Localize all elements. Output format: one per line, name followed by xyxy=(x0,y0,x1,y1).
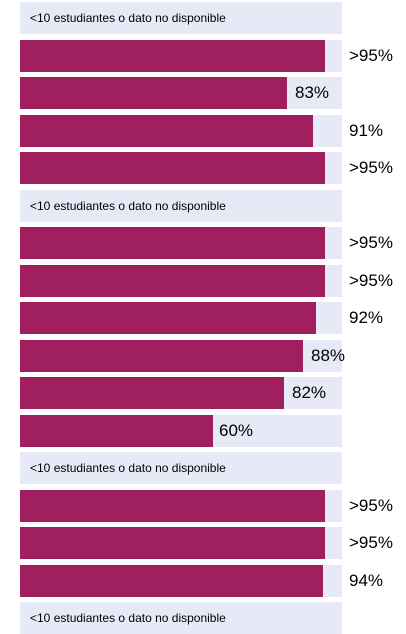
bar xyxy=(20,302,316,334)
no-data-label: <10 estudiantes o dato no disponible xyxy=(30,461,226,475)
value-label: >95% xyxy=(349,495,393,515)
bar xyxy=(20,152,325,184)
value-label: 94% xyxy=(349,570,384,590)
bar-track: 88% xyxy=(20,339,346,372)
bar xyxy=(20,264,325,297)
bar-track: >95% xyxy=(20,264,393,297)
value-label: 91% xyxy=(349,120,384,140)
bar-track: <10 estudiantes o dato no disponible xyxy=(20,452,342,484)
bar xyxy=(20,564,323,597)
bar-track: 83% xyxy=(20,77,342,109)
bar xyxy=(20,227,325,259)
bar-track: >95% xyxy=(20,39,393,72)
bar-track: 91% xyxy=(20,114,383,147)
bar-track: <10 estudiantes o dato no disponible xyxy=(20,2,342,34)
bar-track: >95% xyxy=(20,152,393,184)
bar-track: 92% xyxy=(20,302,383,334)
bar xyxy=(20,414,213,447)
value-label: 60% xyxy=(219,420,254,440)
no-data-label: <10 estudiantes o dato no disponible xyxy=(30,11,226,25)
no-data-label: <10 estudiantes o dato no disponible xyxy=(30,611,226,625)
value-label: 83% xyxy=(295,83,330,102)
bar-track: 60% xyxy=(20,414,342,447)
value-label: 88% xyxy=(311,345,346,365)
value-label: >95% xyxy=(349,533,393,552)
bar-track: >95% xyxy=(20,527,393,559)
bar-track: >95% xyxy=(20,489,393,522)
value-label: >95% xyxy=(349,270,393,290)
value-label: >95% xyxy=(349,45,393,65)
no-data-label: <10 estudiantes o dato no disponible xyxy=(30,198,226,213)
value-label: 82% xyxy=(292,383,327,402)
bar xyxy=(20,114,313,147)
bar-track: <10 estudiantes o dato no disponible xyxy=(20,602,342,634)
bar xyxy=(20,489,325,522)
bar-track: 82% xyxy=(20,377,342,409)
bar-track: <10 estudiantes o dato no disponible xyxy=(20,189,342,222)
value-label: >95% xyxy=(349,158,393,177)
bar xyxy=(20,377,284,409)
value-label: 92% xyxy=(349,308,384,327)
bar xyxy=(20,39,325,72)
bar xyxy=(20,339,303,372)
bar-track: 94% xyxy=(20,564,383,597)
bar xyxy=(20,77,287,109)
value-label: >95% xyxy=(349,233,393,252)
bar xyxy=(20,527,325,559)
bar-track: >95% xyxy=(20,227,393,259)
